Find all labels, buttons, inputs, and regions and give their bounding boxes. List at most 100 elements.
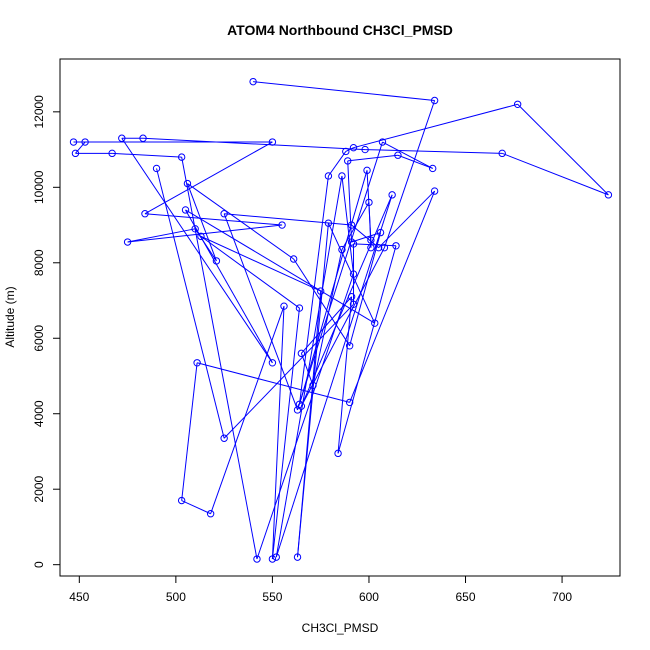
y-axis: 0 2000 4000 6000 8000 10000 12000 [32, 95, 61, 568]
data-point [374, 243, 383, 252]
data-point [324, 172, 333, 180]
data-point [139, 134, 147, 142]
x-tick-label: 650 [456, 590, 476, 604]
data-point [191, 225, 199, 233]
data-point [212, 257, 221, 265]
data-point [376, 228, 385, 237]
data-point [367, 243, 375, 252]
series-segment [144, 141, 273, 215]
series-points [69, 77, 613, 563]
data-point [316, 287, 325, 295]
series-segment [353, 243, 397, 247]
data-point [378, 138, 387, 146]
data-point [280, 302, 288, 310]
data-point [206, 510, 215, 518]
series-segment [196, 362, 350, 403]
series-segment [112, 152, 182, 158]
data-point [289, 255, 298, 263]
data-point [177, 153, 186, 161]
x-tick-label: 500 [166, 590, 186, 604]
series-segment [383, 100, 436, 248]
x-tick-label: 700 [552, 590, 572, 604]
series-segment [256, 273, 354, 560]
series-segment [382, 141, 433, 169]
x-axis: 450 500 550 600 650 700 [69, 575, 572, 604]
series-segment [297, 223, 329, 558]
data-point [297, 402, 306, 410]
data-point [324, 219, 333, 227]
series-segment [300, 247, 385, 407]
y-tick-label: 6000 [32, 325, 46, 352]
series-segment [397, 154, 433, 169]
data-point [349, 300, 358, 308]
data-point [428, 164, 437, 173]
series-segment [298, 175, 329, 405]
series-segment [181, 362, 198, 501]
series-lines [73, 81, 609, 560]
series-segment [293, 258, 351, 347]
data-point [118, 134, 126, 142]
data-point [141, 210, 149, 218]
data-point [338, 245, 346, 254]
data-point [513, 100, 522, 108]
y-axis-title: Altitude (m) [3, 286, 17, 347]
data-point [498, 149, 506, 158]
series-segment [223, 303, 354, 439]
data-point [220, 210, 228, 218]
data-point [295, 304, 304, 312]
data-point [278, 221, 286, 229]
series-segment [186, 183, 217, 262]
series-segment [345, 147, 354, 152]
data-point [338, 172, 346, 180]
series-segment [365, 149, 503, 154]
series-segment [502, 152, 609, 196]
data-point [108, 149, 116, 158]
series-segment [312, 249, 343, 386]
data-point [342, 147, 350, 156]
data-point [604, 191, 613, 199]
series-segment [347, 154, 398, 162]
series-segment [351, 224, 379, 249]
series-segment [300, 353, 314, 386]
y-tick-label: 0 [32, 561, 46, 568]
series-segment [349, 190, 436, 403]
data-point [253, 555, 261, 563]
series-segment [328, 151, 347, 177]
data-point [394, 151, 402, 159]
data-point [349, 143, 358, 152]
data-point [249, 77, 257, 86]
data-point [344, 157, 352, 165]
data-point [365, 198, 373, 207]
data-point [197, 232, 205, 241]
data-point [347, 293, 356, 301]
data-point [309, 381, 317, 390]
data-point [349, 240, 358, 248]
data-point [430, 187, 439, 195]
series-segment [144, 213, 283, 226]
x-axis-title: CH3Cl_PMSD [302, 621, 379, 635]
series-segment [187, 183, 294, 260]
data-point [297, 349, 306, 358]
series-segment [224, 213, 352, 226]
series-segment [200, 235, 300, 309]
series-segment [121, 137, 273, 364]
data-point [345, 342, 354, 350]
chart-title: ATOM4 Northbound CH3Cl_PMSD [227, 22, 453, 38]
series-segment [143, 137, 366, 151]
data-point [123, 238, 132, 246]
data-point [371, 319, 379, 327]
data-point [177, 496, 186, 505]
series-segment [349, 232, 382, 346]
data-point [345, 398, 354, 407]
series-segment [353, 103, 518, 149]
data-point [181, 206, 190, 214]
data-point [268, 138, 277, 146]
x-tick-label: 450 [69, 590, 89, 604]
y-tick-label: 12000 [32, 95, 46, 129]
series-segment [75, 141, 86, 154]
data-point [349, 270, 358, 278]
data-point [392, 242, 400, 250]
data-point [388, 191, 396, 199]
series-segment [181, 500, 211, 515]
